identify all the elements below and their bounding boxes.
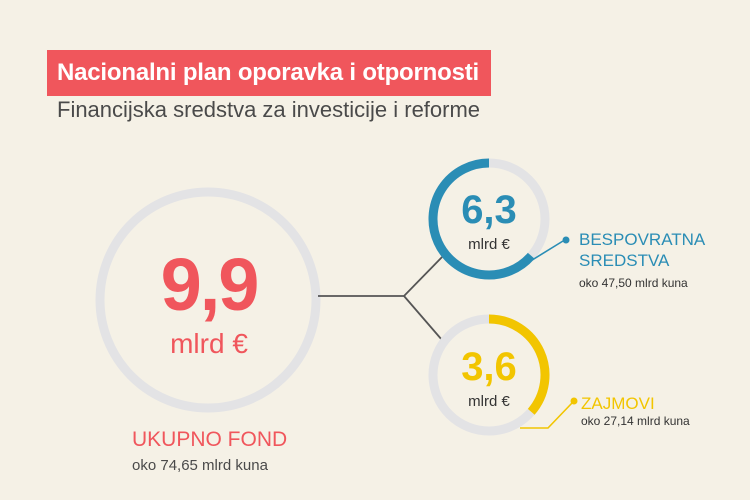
page-subtitle: Financijska sredstva za investicije i re… — [57, 97, 481, 122]
loan-leader-dot — [570, 397, 578, 405]
grant-leader-line — [515, 240, 564, 271]
connector-branch-down — [403, 295, 443, 341]
loan-unit: mlrd € — [468, 393, 510, 410]
grant-label-line-2: SREDSTVA — [579, 251, 670, 270]
loan-label: ZAJMOVI — [581, 394, 655, 413]
connector-line — [318, 253, 446, 297]
total-unit: mlrd € — [170, 328, 248, 359]
grant-ring-arc — [428, 158, 535, 280]
grant-label: BESPOVRATNA SREDSTVA — [579, 229, 705, 271]
loan-sub: oko 27,14 mlrd kuna — [581, 414, 690, 428]
page-title: Nacionalni plan oporavka i otpornosti — [47, 50, 491, 96]
page-title-text: Nacionalni plan oporavka i otpornosti — [57, 59, 479, 86]
total-label: UKUPNO FOND — [132, 428, 288, 451]
loan-value: 3,6 — [461, 345, 517, 389]
total-sub: oko 74,65 mlrd kuna — [132, 457, 268, 474]
grant-value: 6,3 — [461, 188, 517, 232]
grant-label-line-1: BESPOVRATNA — [579, 230, 706, 249]
loan-ring-arc — [488, 314, 550, 415]
loan-leader-line — [520, 402, 573, 429]
grant-unit: mlrd € — [468, 236, 510, 253]
total-ring — [95, 187, 321, 413]
grant-leader-dot — [562, 236, 570, 244]
grant-sub: oko 47,50 mlrd kuna — [579, 276, 688, 290]
total-value: 9,9 — [160, 243, 260, 326]
